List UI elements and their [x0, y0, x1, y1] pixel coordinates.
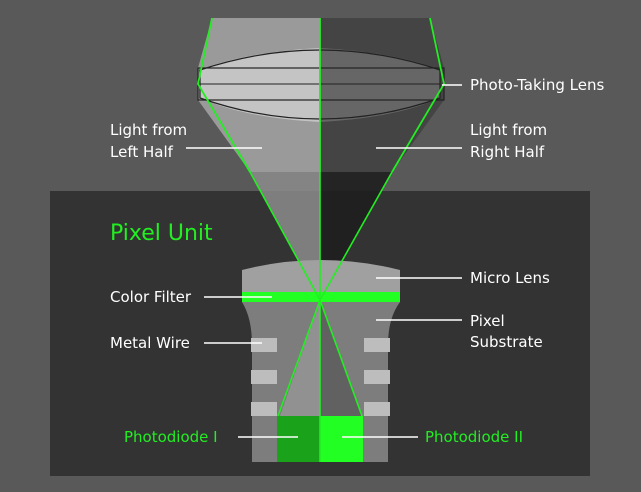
label-photodiode-1: Photodiode I — [124, 428, 218, 446]
photodiode-1 — [277, 416, 320, 462]
lens-element-right — [320, 48, 440, 122]
micro-lens — [242, 260, 400, 292]
metal-wire — [251, 370, 277, 384]
label-light-left-line2: Left Half — [110, 143, 174, 161]
lens-assembly — [197, 17, 445, 173]
label-photo-taking-lens: Photo-Taking Lens — [470, 76, 604, 94]
photodiode-2 — [320, 416, 363, 462]
label-micro-lens: Micro Lens — [470, 269, 550, 287]
label-pixel-unit: Pixel Unit — [110, 221, 213, 246]
metal-wire — [251, 338, 277, 352]
label-light-right-line1: Light from — [470, 121, 547, 139]
metal-wire — [364, 402, 390, 416]
label-pixel-substrate-line1: Pixel — [470, 312, 505, 330]
metal-wire — [364, 338, 390, 352]
label-color-filter: Color Filter — [110, 288, 192, 306]
ray-focus-to-left — [277, 299, 321, 417]
label-photodiode-2: Photodiode II — [425, 428, 523, 446]
label-metal-wire: Metal Wire — [110, 334, 190, 352]
leader-lines — [186, 84, 462, 438]
lens-element-left — [200, 48, 320, 122]
label-light-left-line1: Light from — [110, 121, 187, 139]
metal-wires-left — [251, 338, 277, 416]
label-light-right-line2: Right Half — [470, 143, 545, 161]
metal-wire — [251, 402, 277, 416]
lens-outline — [199, 49, 441, 120]
metal-wires-right — [364, 338, 390, 416]
label-pixel-substrate-line2: Substrate — [470, 333, 543, 351]
metal-wire — [364, 370, 390, 384]
lens-ray-left — [197, 17, 251, 173]
ray-left-to-focus — [249, 171, 321, 301]
ray-focus-to-right — [319, 299, 363, 417]
pixel-rays — [249, 171, 393, 462]
lens-ray-right — [391, 17, 445, 173]
ray-right-to-focus — [319, 171, 393, 301]
